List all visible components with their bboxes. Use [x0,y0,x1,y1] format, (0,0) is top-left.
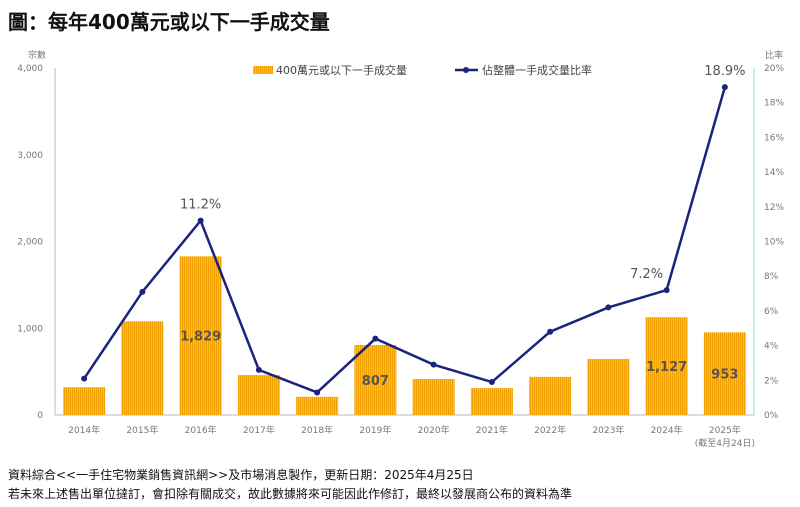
bar [645,317,688,415]
ratio-point [430,361,437,368]
disclaimer-note: 若未來上述售出單位撻訂，會扣除有關成交，故此數據將來可能因此作修訂，最終以發展商… [8,487,573,501]
chart-title: 圖：每年400萬元或以下一手成交量 [8,10,330,34]
left-axis-title: 宗數 [28,49,46,61]
right-axis-title: 比率 [765,49,783,61]
x-tick-label: 2014年 [68,424,100,436]
left-tick-label: 3,000 [17,151,43,161]
bar-data-label: 953 [711,368,738,383]
right-tick-label: 20% [764,64,784,74]
x-tick-label: 2018年 [301,424,333,436]
x-tick-note: (截至4月24日) [695,437,755,449]
left-tick-label: 1,000 [17,324,43,334]
left-tick-label: 0 [37,411,43,421]
ratio-point [605,304,612,311]
bar-data-label: 1,127 [646,360,687,375]
ratio-point [488,379,495,386]
ratio-line [83,86,727,394]
right-tick-label: 10% [764,238,784,248]
right-tick-label: 0% [764,411,779,421]
ratio-point [255,366,262,373]
ratio-point [314,389,321,396]
ratio-point [721,84,728,91]
ratio-point [547,328,554,335]
legend-bar-swatch [253,66,273,74]
source-note: 資料綜合<<一手住宅物業銷售資訊網>>及市場消息製作，更新日期：2025年4月2… [8,468,474,482]
bar [121,321,164,415]
right-tick-label: 2% [764,376,779,386]
line-data-label: 7.2% [630,267,663,282]
ratio-point [197,217,204,224]
x-tick-label: 2025年 [709,424,741,436]
bar [703,332,746,415]
bar [354,344,397,415]
ratio-point [663,287,670,294]
right-tick-label: 4% [764,342,779,352]
x-tick-label: 2017年 [243,424,275,436]
footnotes: 資料綜合<<一手住宅物業銷售資訊網>>及市場消息製作，更新日期：2025年4月2… [8,466,572,504]
bar [587,359,630,415]
right-tick-label: 12% [764,203,784,213]
bar [470,388,513,415]
bar [412,378,455,415]
x-tick-label: 2015年 [126,424,158,436]
right-tick-label: 8% [764,272,779,282]
bar [63,387,106,415]
bar-data-label: 1,829 [180,330,221,345]
bar [296,396,339,415]
x-tick-label: 2024年 [651,424,683,436]
ratio-point [81,375,88,382]
legend-line-label: 佔整體一手成交量比率 [482,63,592,77]
x-tick-label: 2020年 [418,424,450,436]
x-tick-label: 2021年 [476,424,508,436]
right-tick-label: 18% [764,99,784,109]
right-tick-label: 6% [764,307,779,317]
right-tick-label: 14% [764,168,784,178]
bar [179,256,222,415]
x-tick-label: 2019年 [359,424,391,436]
legend-line-marker [463,67,469,73]
x-tick-label: 2023年 [592,424,624,436]
left-tick-label: 4,000 [17,64,43,74]
bar [529,376,572,415]
x-tick-label: 2016年 [185,424,217,436]
left-tick-label: 2,000 [17,238,43,248]
ratio-point [139,288,146,295]
bar-data-label: 807 [362,374,389,389]
line-data-label: 18.9% [704,64,745,79]
right-tick-label: 16% [764,133,784,143]
legend-bar-label: 400萬元或以下一手成交量 [276,63,407,77]
ratio-point [372,335,379,342]
bar [237,375,280,415]
x-tick-label: 2022年 [534,424,566,436]
line-data-label: 11.2% [180,198,221,213]
